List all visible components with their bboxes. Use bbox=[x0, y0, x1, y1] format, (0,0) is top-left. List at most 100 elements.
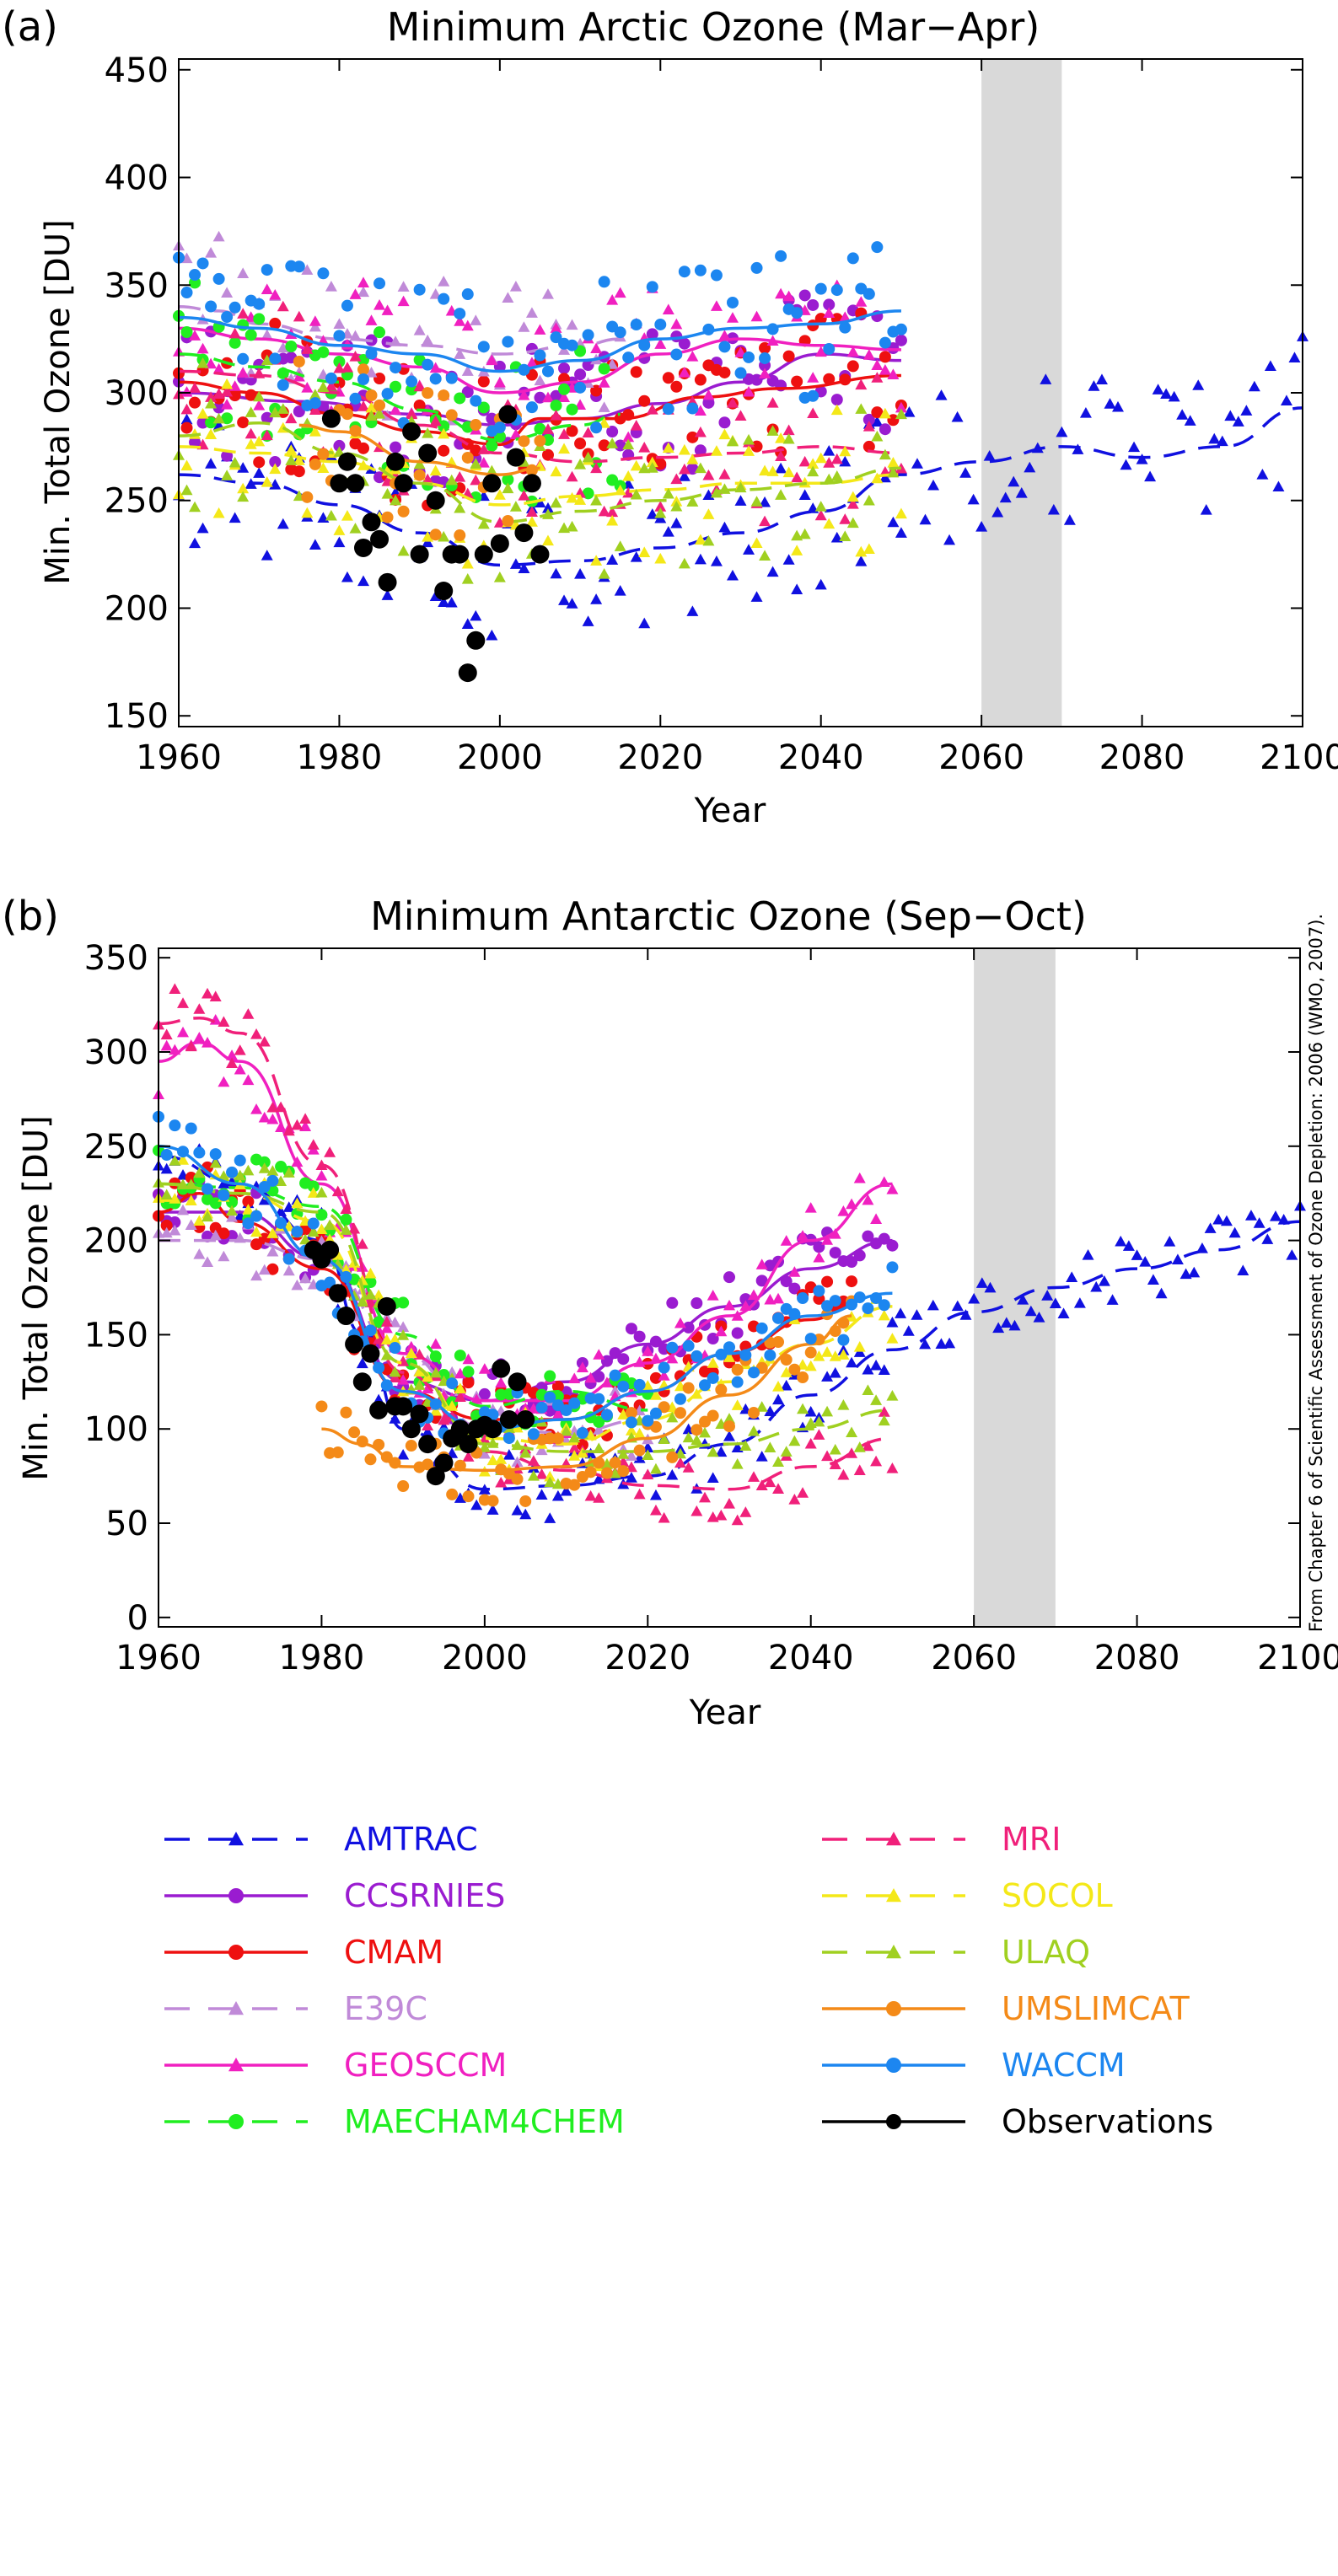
data-point bbox=[331, 1446, 344, 1459]
data-point bbox=[666, 1296, 679, 1309]
data-point bbox=[534, 374, 546, 386]
legend-item-geosccm: GEOSCCM bbox=[164, 2047, 507, 2084]
data-point bbox=[527, 1428, 540, 1441]
legend-item-e39c: E39C bbox=[164, 1990, 427, 2027]
data-point bbox=[357, 575, 369, 587]
data-point bbox=[454, 315, 466, 326]
data-point bbox=[250, 1226, 263, 1237]
data-point bbox=[258, 1156, 271, 1168]
observation-point bbox=[410, 1404, 429, 1424]
data-point bbox=[193, 1215, 206, 1226]
data-point bbox=[566, 319, 578, 330]
data-point bbox=[646, 328, 658, 341]
legend-item-socol: SOCOL bbox=[822, 1877, 1113, 1914]
data-point bbox=[846, 252, 859, 265]
data-point bbox=[357, 400, 369, 411]
data-point bbox=[862, 1440, 874, 1452]
data-point bbox=[895, 1307, 907, 1318]
data-point bbox=[422, 531, 434, 542]
data-point bbox=[291, 1279, 304, 1291]
observation-point bbox=[402, 421, 422, 441]
data-point bbox=[1147, 1274, 1159, 1285]
data-point bbox=[830, 453, 843, 464]
data-point bbox=[299, 1233, 312, 1245]
data-point bbox=[879, 471, 891, 483]
data-point bbox=[461, 365, 474, 376]
data-point bbox=[666, 1411, 679, 1423]
data-point bbox=[871, 372, 884, 383]
data-point bbox=[568, 1372, 581, 1384]
data-point bbox=[258, 1181, 271, 1194]
data-point bbox=[218, 1016, 230, 1028]
data-point bbox=[662, 487, 674, 499]
data-point bbox=[855, 296, 868, 307]
data-point bbox=[791, 583, 803, 594]
data-point bbox=[1015, 486, 1028, 498]
data-point bbox=[566, 520, 578, 532]
data-point bbox=[698, 1379, 711, 1392]
data-point bbox=[209, 990, 222, 1002]
data-point bbox=[662, 403, 674, 416]
data-point bbox=[413, 325, 426, 335]
data-point bbox=[750, 496, 763, 507]
trend-line bbox=[178, 421, 901, 524]
data-point bbox=[169, 1119, 181, 1132]
x-tick-label: 2020 bbox=[617, 738, 703, 777]
data-point bbox=[193, 1167, 206, 1178]
data-point bbox=[244, 427, 257, 439]
data-point bbox=[309, 320, 321, 332]
data-point bbox=[518, 435, 530, 448]
data-point bbox=[797, 1371, 809, 1384]
data-point bbox=[686, 453, 699, 464]
data-point bbox=[242, 1204, 255, 1215]
data-point bbox=[755, 1258, 768, 1269]
data-point bbox=[285, 444, 298, 455]
data-point bbox=[242, 1164, 255, 1176]
data-point bbox=[625, 1407, 637, 1419]
x-tick-label: 2100 bbox=[1260, 738, 1338, 777]
data-point bbox=[502, 1432, 515, 1445]
data-point bbox=[568, 1431, 581, 1443]
data-point bbox=[678, 463, 690, 475]
data-point bbox=[625, 1472, 637, 1483]
data-point bbox=[814, 313, 827, 325]
data-point bbox=[862, 287, 875, 300]
data-point bbox=[218, 1250, 230, 1262]
data-point bbox=[617, 1353, 630, 1366]
data-point bbox=[853, 1341, 866, 1352]
data-point bbox=[244, 438, 257, 449]
data-point bbox=[169, 983, 181, 995]
data-point bbox=[633, 1378, 646, 1391]
data-point bbox=[593, 1473, 605, 1484]
data-point bbox=[710, 300, 723, 311]
data-point bbox=[544, 1476, 556, 1488]
data-point bbox=[739, 1506, 752, 1517]
data-point bbox=[959, 1309, 972, 1320]
data-point bbox=[324, 1146, 336, 1157]
legend-label: AMTRAC bbox=[344, 1821, 478, 1858]
data-point bbox=[550, 389, 562, 402]
data-point bbox=[202, 1256, 214, 1267]
observation-point bbox=[377, 1296, 396, 1316]
data-point bbox=[755, 1401, 768, 1412]
data-point bbox=[609, 1385, 621, 1396]
data-point bbox=[237, 416, 250, 429]
y-tick-label: 450 bbox=[105, 51, 169, 90]
data-point bbox=[839, 445, 852, 457]
data-point bbox=[633, 1427, 646, 1439]
trend-line bbox=[178, 406, 1303, 567]
data-point bbox=[544, 1391, 556, 1403]
data-point bbox=[837, 1398, 850, 1410]
data-point bbox=[228, 327, 241, 339]
data-point bbox=[814, 501, 827, 512]
data-point bbox=[454, 348, 466, 359]
observation-point bbox=[353, 538, 373, 557]
data-point bbox=[649, 1462, 662, 1474]
data-point bbox=[759, 464, 771, 476]
data-point bbox=[1220, 1215, 1233, 1226]
data-point bbox=[470, 609, 482, 621]
data-point bbox=[726, 569, 739, 581]
legend-item-ulaq: ULAQ bbox=[822, 1934, 1090, 1971]
data-point bbox=[870, 1394, 883, 1405]
x-tick-label: 1980 bbox=[297, 738, 383, 777]
